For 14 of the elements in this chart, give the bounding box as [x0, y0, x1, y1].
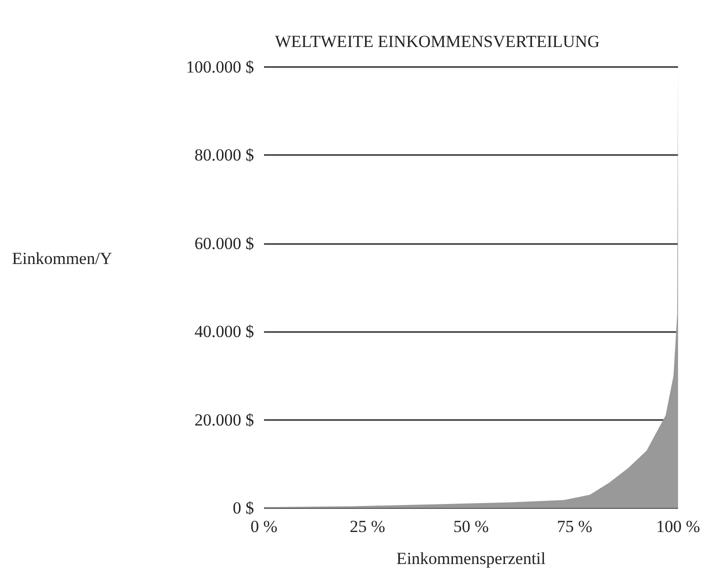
y-tick-label: 40.000 $ [194, 322, 254, 342]
y-axis-title: Einkommen/Y [12, 249, 112, 268]
y-tick-label: 0 $ [232, 498, 254, 518]
chart-title: WELTWEITE EINKOMMENSVERTEILUNG [275, 32, 600, 51]
y-tick-label: 60.000 $ [194, 234, 254, 253]
y-tick-label: 100.000 $ [186, 58, 254, 76]
y-tick-label: 20.000 $ [194, 410, 254, 430]
x-tick-label: 50 % [453, 517, 489, 536]
x-tick-label: 0 % [250, 517, 278, 536]
x-tick-label: 100 % [656, 517, 700, 536]
y-tick-label: 80.000 $ [194, 146, 254, 165]
x-tick-label: 75 % [556, 517, 592, 536]
x-tick-label: 25 % [350, 517, 386, 536]
x-axis-title: Einkommensperzentil [396, 549, 546, 568]
